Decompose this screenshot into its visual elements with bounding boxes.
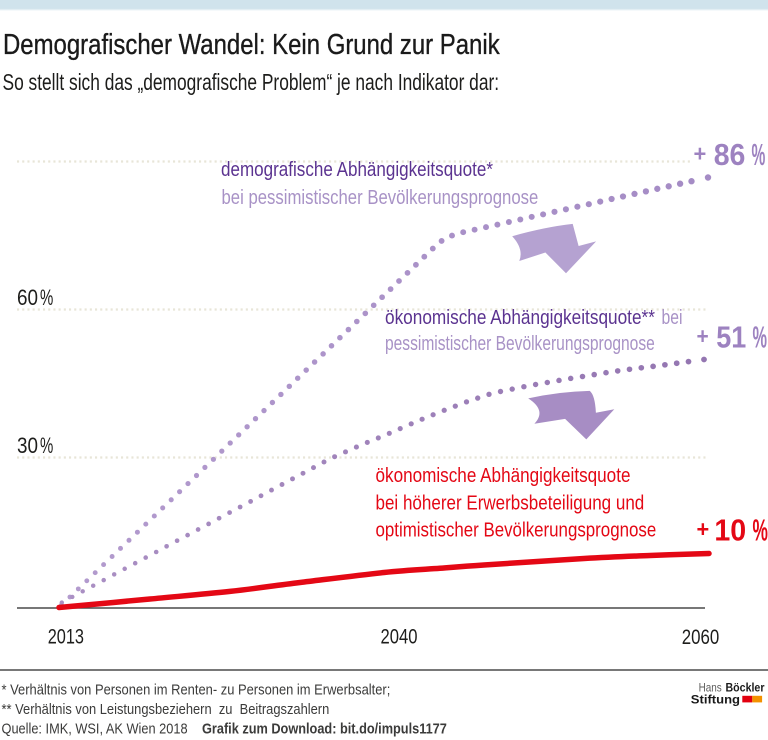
svg-text:bei pessimistischer Bevölkerun: bei pessimistischer Bevölkerungsprognose <box>222 186 539 209</box>
svg-text:Quelle: IMK, WSI, AK Wien 2018: Quelle: IMK, WSI, AK Wien 2018 <box>2 721 188 737</box>
svg-text:ökonomische Abhängigkeitsquote: ökonomische Abhängigkeitsquote** <box>385 306 655 329</box>
svg-text:%: % <box>752 138 766 172</box>
svg-text:Böckler: Böckler <box>726 682 766 695</box>
svg-text:+: + <box>697 323 709 349</box>
svg-text:+: + <box>697 516 710 542</box>
svg-text:Hans: Hans <box>699 682 723 695</box>
svg-text:optimistischer Bevölkerungspro: optimistischer Bevölkerungsprognose <box>376 518 657 541</box>
svg-text:* Verhältnis von Personen im R: * Verhältnis von Personen im Renten- zu … <box>2 682 391 698</box>
svg-text:2060: 2060 <box>682 626 719 649</box>
svg-text:51: 51 <box>716 321 746 355</box>
svg-text:+: + <box>694 141 707 167</box>
svg-text:pessimistischer Bevölkerungspr: pessimistischer Bevölkerungsprognose <box>385 332 655 354</box>
svg-text:Grafik zum Download: bit.do/im: Grafik zum Download: bit.do/impuls1177 <box>202 721 447 737</box>
svg-text:10: 10 <box>714 513 746 547</box>
svg-text:bei: bei <box>662 306 683 328</box>
svg-text:86: 86 <box>714 138 746 172</box>
svg-text:%: % <box>753 513 768 548</box>
svg-text:%: % <box>40 433 54 458</box>
svg-text:Demografischer Wandel: Kein Gr: Demografischer Wandel: Kein Grund zur Pa… <box>3 28 500 61</box>
svg-text:%: % <box>40 285 54 310</box>
svg-text:So stellt sich das „demografis: So stellt sich das „demografische Proble… <box>3 71 500 96</box>
svg-text:Stiftung: Stiftung <box>691 693 740 706</box>
svg-text:** Verhältnis von Leistungsbez: ** Verhältnis von Leistungsbeziehern zu … <box>2 701 330 717</box>
svg-text:60: 60 <box>17 286 38 311</box>
svg-text:2013: 2013 <box>48 624 84 647</box>
svg-text:bei höherer Erwerbsbeteiligung: bei höherer Erwerbsbeteiligung und <box>376 491 645 514</box>
svg-text:%: % <box>753 321 767 355</box>
svg-text:demografische Abhängigkeitsquo: demografische Abhängigkeitsquote* <box>221 158 493 181</box>
svg-text:ökonomische Abhängigkeitsquote: ökonomische Abhängigkeitsquote <box>376 464 631 487</box>
svg-text:2040: 2040 <box>381 626 418 649</box>
svg-text:30: 30 <box>17 434 38 459</box>
